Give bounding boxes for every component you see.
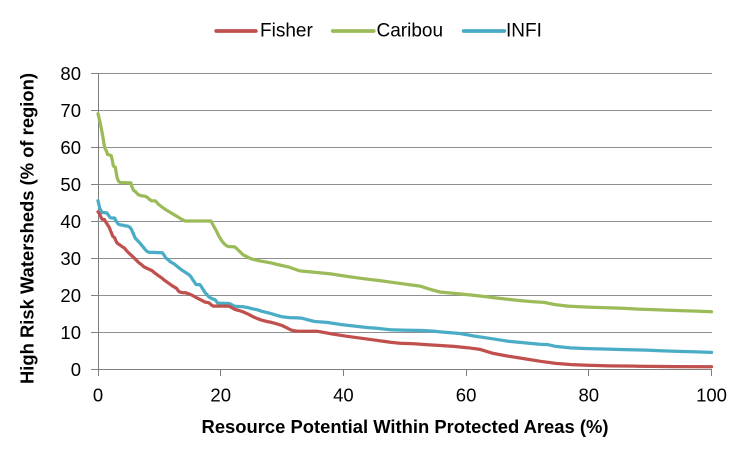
svg-text:60: 60 bbox=[60, 137, 81, 158]
svg-text:30: 30 bbox=[60, 248, 81, 269]
svg-text:80: 80 bbox=[60, 63, 81, 84]
svg-text:0: 0 bbox=[93, 385, 103, 406]
svg-text:50: 50 bbox=[60, 174, 81, 195]
svg-text:INFI: INFI bbox=[506, 21, 542, 42]
svg-text:20: 20 bbox=[210, 385, 231, 406]
svg-text:Caribou: Caribou bbox=[377, 21, 444, 42]
svg-text:High Risk Watersheds (% of reg: High Risk Watersheds (% of region) bbox=[17, 73, 38, 384]
svg-text:40: 40 bbox=[333, 385, 354, 406]
svg-text:80: 80 bbox=[579, 385, 600, 406]
svg-text:40: 40 bbox=[60, 211, 81, 232]
svg-text:20: 20 bbox=[60, 285, 81, 306]
svg-text:70: 70 bbox=[60, 100, 81, 121]
svg-text:Resource Potential Within Prot: Resource Potential Within Protected Area… bbox=[202, 416, 609, 437]
svg-text:100: 100 bbox=[696, 385, 727, 406]
svg-text:10: 10 bbox=[60, 322, 81, 343]
svg-text:Fisher: Fisher bbox=[260, 21, 313, 42]
svg-text:60: 60 bbox=[456, 385, 477, 406]
svg-text:0: 0 bbox=[71, 359, 81, 380]
